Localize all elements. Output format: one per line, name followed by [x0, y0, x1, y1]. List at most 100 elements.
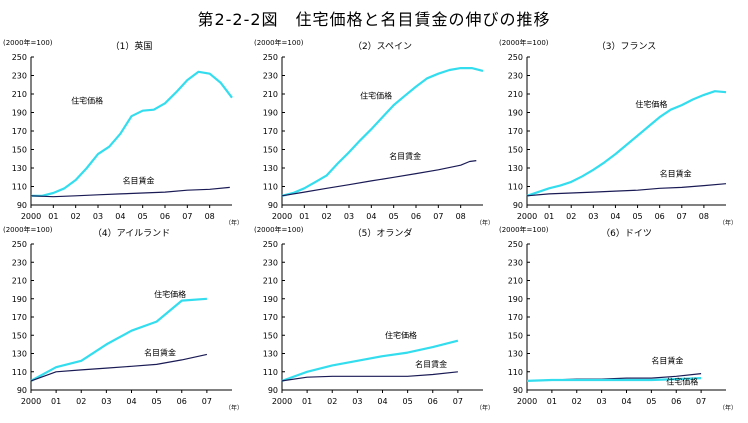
panel-5-y-tick-label: 190	[263, 295, 278, 304]
panel-3-x-tick-label: 02	[566, 212, 576, 221]
panel-2-y-tick-label: 150	[263, 146, 278, 155]
panel-3-x-tick-label: 06	[655, 212, 665, 221]
panel-3-series-house-price-line	[526, 90, 727, 197]
panel-5-y-tick-label: 230	[263, 258, 278, 267]
panel-6-x-tick-label: 07	[696, 397, 706, 406]
panel-2-x-tick-label: 2000	[272, 212, 292, 221]
panel-4-y-tick-label: 130	[12, 350, 27, 359]
panel-3-y-tick-label: 250	[508, 53, 523, 62]
panel-3-y-tick-label: 90	[513, 201, 523, 210]
panel-4-x-tick-label: 04	[126, 397, 136, 406]
panel-5-unit-label: (2000年=100)	[254, 225, 304, 234]
panel-1-y-tick-label: 130	[12, 164, 27, 173]
panel-5-x-tick-label: 03	[352, 397, 362, 406]
panel-6-title: （6）ドイツ	[601, 228, 652, 239]
panel-3-y-tick-label: 190	[508, 109, 523, 118]
panel-6-x-tick-label: 06	[671, 397, 681, 406]
panel-5-series-wage-line	[281, 371, 458, 382]
panel-5-title: （5）オランダ	[353, 227, 413, 239]
panel-2-x-tick-label: 05	[389, 212, 399, 221]
panel-4-x-tick-label: 02	[76, 397, 86, 406]
panel-3-x-tick-label: 05	[632, 212, 642, 221]
panel-3-x-tick-label: 07	[677, 212, 687, 221]
panel-6-x-tick-label: 01	[547, 397, 557, 406]
panel-3-x-tick-label: 03	[588, 212, 598, 221]
panel-2-y-tick-label: 250	[263, 53, 278, 62]
panel-1-y-tick-label: 170	[12, 127, 27, 136]
panel-5-x-tick-label: 02	[327, 397, 337, 406]
panel-1-x-tick-label: 06	[160, 212, 170, 221]
panel-6-wage-label: 名目賃金	[651, 356, 683, 366]
panel-1-unit-label: (2000年=100)	[3, 38, 53, 47]
panel-3-series-wage-line	[526, 183, 727, 197]
panel-2-title: （2）スペイン	[353, 41, 412, 52]
panel-5-x-tick-label: 2000	[272, 397, 292, 406]
panel-6-x-tick-label: 05	[646, 397, 656, 406]
panel-4-y-tick-label: 210	[12, 277, 27, 286]
panel-5-y-tick-label: 210	[263, 277, 278, 286]
panel-1-y-tick-label: 150	[12, 146, 27, 155]
panel-2-x-tick-label: 02	[322, 212, 332, 221]
panel-4-unit-label: (2000年=100)	[3, 225, 53, 234]
panel-5-x-tick-label: 07	[453, 397, 463, 406]
panel-3-x-tick-label: 08	[699, 212, 709, 221]
panel-4-series-house-price-line	[30, 297, 207, 382]
panel-2-y-tick-label: 230	[263, 72, 278, 81]
panel-1-x-tick-label: 07	[182, 212, 192, 221]
panel-1-house-price-label: 住宅価格	[71, 95, 103, 105]
panel-6-y-tick-label: 230	[508, 258, 523, 267]
panel-3-y-tick-label: 210	[508, 90, 523, 99]
panel-2-y-tick-label: 190	[263, 109, 278, 118]
panel-6-y-tick-label: 190	[508, 295, 523, 304]
panel-3-title: （3）フランス	[597, 41, 657, 52]
figure-title: 第2-2-2図 住宅価格と名目賃金の伸びの推移	[197, 10, 551, 29]
panel-4-y-tick-label: 250	[12, 240, 27, 249]
panel-2-x-tick-label: 04	[366, 212, 376, 221]
panel-4-wage-label: 名目賃金	[144, 347, 176, 357]
panel-2-x-tick-label: 01	[299, 212, 309, 221]
panel-2-wage-label: 名目賃金	[389, 151, 421, 161]
panel-2-y-tick-label: 110	[263, 183, 278, 192]
panel-4-series-wage-line	[30, 353, 208, 382]
panel-1-title: （1）英国	[111, 40, 153, 52]
panel-6-y-tick-label: 110	[508, 368, 523, 377]
panel-4-x-tick-label: 06	[177, 397, 187, 406]
panel-5-y-tick-label: 110	[263, 368, 278, 377]
panel-4-y-tick-label: 110	[12, 368, 27, 377]
panel-4-y-tick-label: 170	[12, 313, 27, 322]
panel-4-x-tick-label: 2000	[21, 397, 41, 406]
panel-3-y-tick-label: 130	[508, 164, 523, 173]
panel-2-y-tick-label: 210	[263, 90, 278, 99]
panel-6-y-tick-label: 250	[508, 240, 523, 249]
panel-5-y-tick-label: 90	[268, 386, 278, 395]
panel-6-y-tick-label: 90	[513, 386, 523, 395]
panel-5-y-tick-label: 170	[263, 313, 278, 322]
panel-6-x-tick-label: 02	[572, 397, 582, 406]
panel-6-x-tick-label: 04	[621, 397, 631, 406]
panel-3-x-tick-label: 04	[610, 212, 620, 221]
panel-2-y-tick-label: 130	[263, 164, 278, 173]
panel-6-y-tick-label: 150	[508, 331, 523, 340]
panel-1-x-tick-label: 05	[138, 212, 148, 221]
panel-2-x-tick-label: 06	[411, 212, 421, 221]
panel-5-y-tick-label: 130	[263, 350, 278, 359]
panel-4-house-price-label: 住宅価格	[154, 289, 186, 299]
panel-5-x-tick-label: 04	[377, 397, 387, 406]
panel-1-y-tick-label: 190	[12, 109, 27, 118]
panel-6-unit-label: (2000年=100)	[499, 225, 549, 234]
panel-4-y-tick-label: 190	[12, 295, 27, 304]
panel-1-y-tick-label: 210	[12, 90, 27, 99]
panel-6-y-tick-label: 210	[508, 277, 523, 286]
panel-6-x-tick-label: 03	[597, 397, 607, 406]
panel-2-x-tick-label: 07	[433, 212, 443, 221]
panel-1-series-wage-line	[30, 186, 230, 198]
panel-3-unit-label: (2000年=100)	[499, 38, 549, 47]
panel-1-y-tick-label: 250	[12, 53, 27, 62]
panel-5-y-tick-label: 250	[263, 240, 278, 249]
panel-3-x-tick-label: 2000	[517, 212, 537, 221]
panel-4-x-tick-label: 07	[202, 397, 212, 406]
panel-5-house-price-label: 住宅価格	[385, 330, 417, 340]
panel-4-title: （4）アイルランド	[93, 228, 170, 239]
panel-5-series-house-price-line	[281, 339, 459, 382]
